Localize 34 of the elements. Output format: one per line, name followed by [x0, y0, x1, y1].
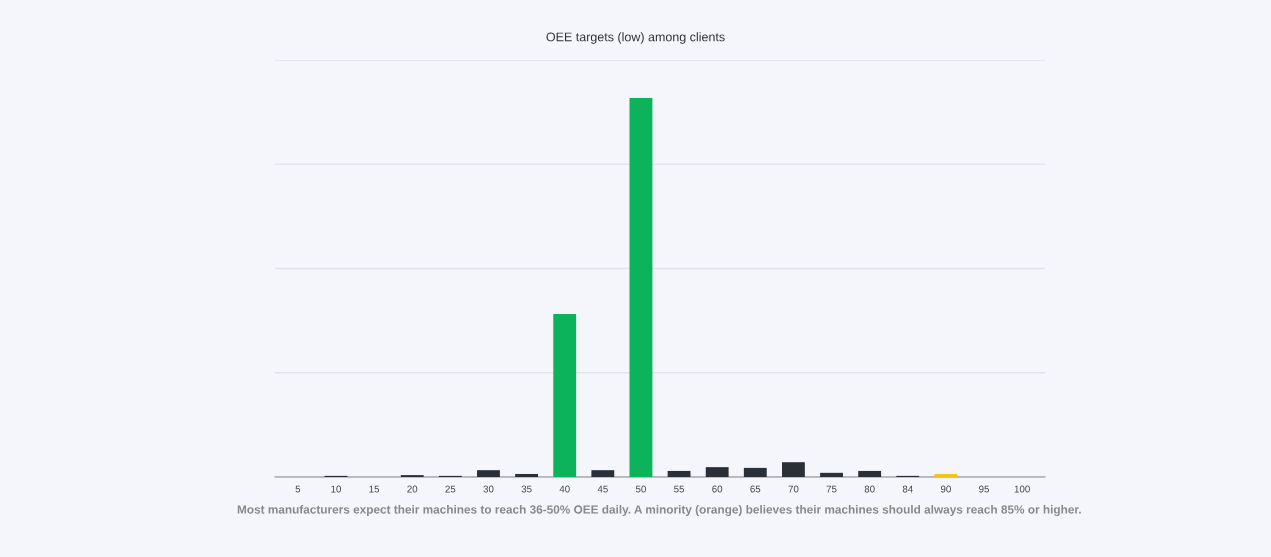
x-tick-label: 75	[826, 485, 837, 493]
x-tick-label: 90	[940, 485, 951, 493]
x-tick-label: 5	[295, 485, 301, 493]
bar	[515, 473, 539, 477]
bar	[667, 470, 691, 477]
x-tick-label: 100	[1014, 485, 1030, 493]
x-tick-label: 60	[712, 485, 723, 493]
x-tick-label: 55	[674, 485, 685, 493]
text: Most manufacturers expect their machines to reach 36-50% OEE daily. A minority (orange) believes their machines should always reach 85% or higher.	[237, 505, 1081, 517]
x-tick-label: 65	[750, 485, 761, 493]
chart-title: OEE targets (low) among clients	[546, 32, 725, 44]
x-tick-label: 45	[597, 485, 608, 493]
x-tick-label: 35	[521, 485, 532, 493]
bar	[553, 313, 577, 477]
x-tick-label: 80	[864, 485, 875, 493]
bar	[477, 470, 500, 477]
bar	[934, 473, 958, 477]
bar	[820, 472, 843, 477]
x-tick-label: 95	[979, 485, 990, 493]
x-tick-label: 25	[445, 485, 456, 493]
bar	[629, 97, 653, 477]
x-tick-label: 70	[788, 485, 799, 493]
bar	[858, 470, 882, 477]
x-tick-label: 30	[483, 485, 494, 493]
x-tick-label: 50	[635, 485, 646, 493]
x-tick-label: 10	[331, 485, 342, 493]
x-tick-label: 20	[407, 485, 418, 493]
bar	[781, 462, 805, 477]
bar	[705, 467, 729, 477]
bar	[743, 467, 767, 477]
x-tick-label: 84	[902, 485, 913, 493]
x-tick-label: 15	[369, 485, 380, 493]
x-tick-label: 40	[559, 485, 570, 493]
bar	[591, 470, 615, 477]
